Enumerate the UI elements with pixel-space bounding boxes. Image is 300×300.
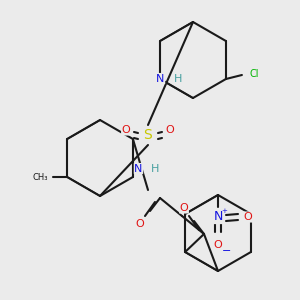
Text: O: O [166,125,174,135]
Text: N: N [134,164,142,173]
Text: S: S [144,128,152,142]
Text: N: N [213,211,223,224]
Text: Cl: Cl [249,69,259,79]
Text: O: O [180,203,188,213]
Text: O: O [136,219,144,229]
Text: O: O [244,212,252,222]
Text: O: O [214,240,222,250]
Text: H: H [151,164,160,173]
Text: N: N [156,74,165,83]
Text: −: − [222,246,232,256]
Text: O: O [122,125,130,135]
Text: CH₃: CH₃ [32,172,48,182]
Text: H: H [174,74,183,83]
Text: +: + [221,208,227,214]
